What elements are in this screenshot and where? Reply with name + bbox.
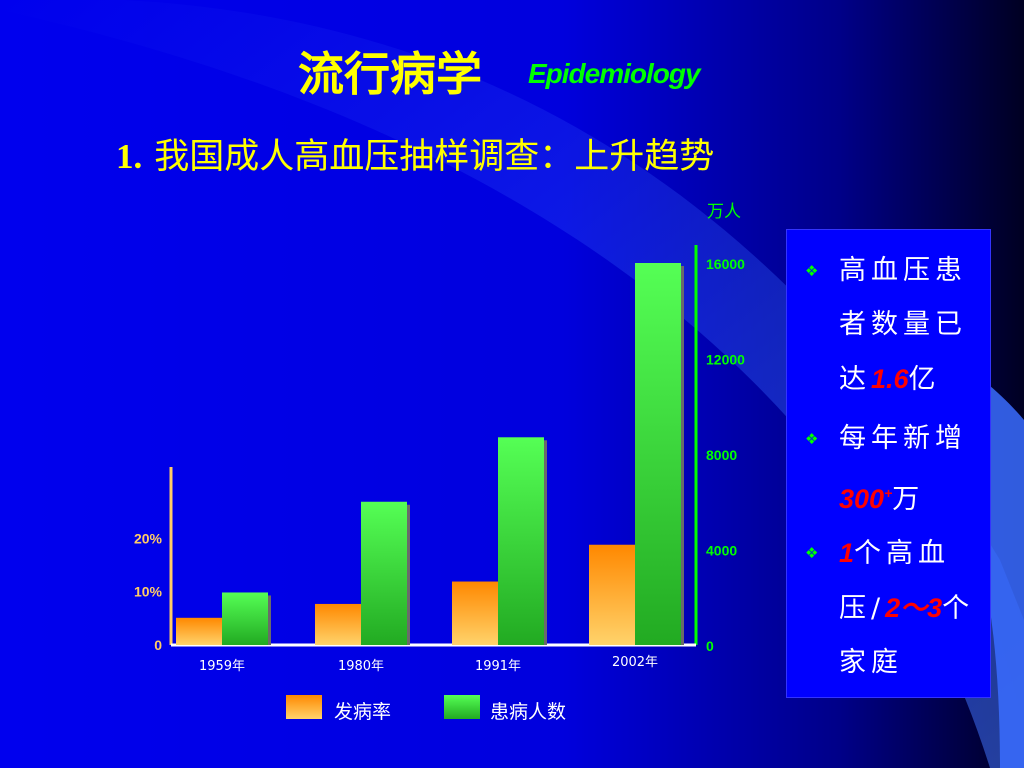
legend-swatch — [444, 695, 480, 719]
bar-patients — [361, 501, 407, 645]
right-tick-label: 0 — [706, 638, 714, 654]
bar-incidence — [589, 544, 635, 645]
subtitle-number: 1. — [116, 137, 143, 176]
right-tick-label: 16000 — [706, 256, 745, 272]
diamond-bullet-icon: ❖ — [805, 430, 819, 448]
right-tick-label: 8000 — [706, 447, 737, 463]
slide-title-english: Epidemiology — [528, 58, 701, 89]
bar-patients — [222, 592, 268, 645]
x-tick-label: 1959年 — [199, 659, 245, 674]
subtitle-text: 我国成人高血压抽样调查：上升趋势 — [154, 137, 715, 177]
summary-item-patients: 高血压患者数量已达1.6亿 — [839, 255, 967, 395]
slide-title: 流行病学 — [298, 47, 482, 101]
bar-incidence — [176, 617, 222, 645]
summary-item-families: 1个高血压/2～3个家庭 — [839, 538, 975, 678]
right-tick-label: 4000 — [706, 543, 737, 559]
left-tick-label: 20% — [134, 530, 163, 546]
bar-incidence — [315, 603, 361, 645]
bar-incidence — [452, 581, 498, 645]
summary-item-annual-increase: 每年新增300+万 — [839, 423, 967, 515]
slide-subtitle: 1. 我国成人高血压抽样调查：上升趋势 — [116, 128, 714, 179]
right-axis-unit: 万人 — [707, 202, 741, 222]
x-tick-label: 2002年 — [612, 655, 658, 670]
legend-label: 患病人数 — [490, 701, 567, 723]
summary-panel: ❖ 高血压患者数量已达1.6亿 ❖ 每年新增300+万 ❖ 1个高血压/2～3个… — [786, 229, 991, 698]
bar-patients — [498, 437, 544, 645]
x-tick-label: 1991年 — [475, 659, 521, 674]
diamond-bullet-icon: ❖ — [805, 544, 819, 562]
right-tick-label: 12000 — [706, 352, 745, 368]
legend-swatch — [286, 695, 322, 719]
diamond-bullet-icon: ❖ — [805, 262, 819, 280]
bar-patients — [635, 263, 681, 645]
left-tick-label: 0 — [154, 637, 162, 653]
legend-label: 发病率 — [334, 701, 392, 723]
left-tick-label: 10% — [134, 584, 163, 600]
x-tick-label: 1980年 — [338, 659, 384, 674]
